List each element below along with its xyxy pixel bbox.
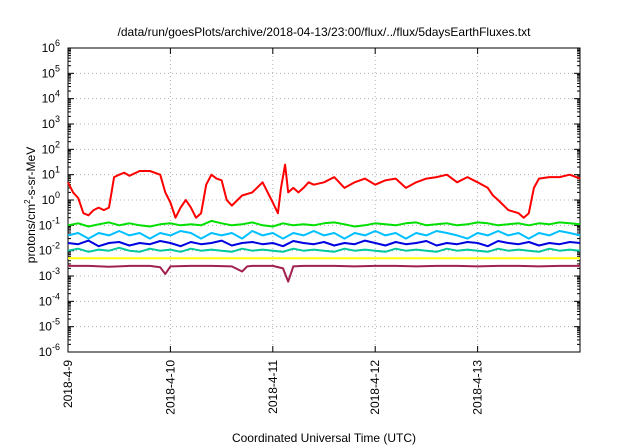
y-tick-label: 104	[42, 89, 60, 106]
y-tick-label: 10-2	[39, 241, 60, 258]
y-tick-exponent: -6	[52, 342, 60, 352]
y-tick-base: 10	[42, 66, 56, 80]
y-tick-label: 10-1	[39, 215, 60, 232]
chart-grid	[67, 47, 580, 353]
y-label-rest: -s-sr-MeV	[24, 147, 38, 200]
y-tick-label: 10-6	[39, 342, 60, 359]
y-tick-base: 10	[39, 244, 53, 258]
y-axis: 10610510410310210110010-110-210-310-410-…	[39, 38, 580, 359]
y-tick-label: 102	[42, 139, 60, 156]
y-tick-base: 10	[42, 92, 56, 106]
x-axis: 2018-4-9 2018-4-10 2018-4-11 2018-4-12 2018-…	[61, 48, 485, 415]
y-axis-label: protons/cm2-s-sr-MeV	[23, 147, 38, 263]
y-tick-exponent: 0	[55, 190, 60, 200]
y-tick-label: 10-5	[39, 317, 60, 334]
series-line-6	[68, 264, 580, 283]
y-tick-exponent: 2	[55, 139, 60, 149]
x-tick-label: 2018-4-11	[266, 360, 280, 414]
series-line-3	[67, 239, 581, 248]
y-tick-base: 10	[39, 345, 53, 359]
y-tick-label: 103	[42, 114, 60, 131]
y-tick-exponent: -1	[52, 215, 60, 225]
series-line-1	[67, 219, 581, 228]
y-label-base: protons/cm	[24, 204, 38, 263]
series-line-0	[67, 163, 581, 219]
y-tick-exponent: 1	[55, 165, 60, 175]
y-tick-base: 10	[42, 142, 56, 156]
series-line-4	[67, 246, 581, 253]
y-tick-base: 10	[39, 294, 53, 308]
y-tick-label: 101	[42, 165, 60, 182]
y-tick-label: 106	[42, 38, 60, 55]
x-tick-label: 2018-4-12	[368, 360, 382, 415]
y-tick-exponent: -5	[52, 317, 60, 327]
x-axis-label: Coordinated Universal Time (UTC)	[232, 431, 416, 445]
y-tick-label: 105	[42, 63, 60, 80]
y-tick-base: 10	[39, 320, 53, 334]
y-tick-base: 10	[42, 168, 56, 182]
y-tick-exponent: 3	[55, 114, 60, 124]
y-tick-exponent: -2	[52, 241, 60, 251]
y-tick-base: 10	[39, 218, 53, 232]
y-tick-exponent: 6	[55, 38, 60, 48]
y-tick-exponent: -4	[52, 291, 60, 301]
series-layer	[67, 163, 581, 283]
x-tick-label: 2018-4-9	[61, 360, 75, 408]
chart-title: /data/run/goesPlots/archive/2018-04-13/2…	[118, 25, 532, 39]
y-tick-label: 10-4	[39, 291, 60, 308]
x-tick-label: 2018-4-13	[471, 360, 485, 415]
y-tick-base: 10	[42, 41, 56, 55]
y-tick-label: 10-3	[39, 266, 60, 283]
y-tick-exponent: 4	[55, 89, 60, 99]
y-tick-exponent: 5	[55, 63, 60, 73]
y-tick-label: 100	[42, 190, 60, 207]
y-label-sup: 2	[23, 199, 32, 204]
x-tick-label: 2018-4-10	[163, 360, 177, 415]
y-tick-exponent: -3	[52, 266, 60, 276]
y-tick-base: 10	[42, 193, 56, 207]
series-line-2	[67, 230, 581, 240]
y-tick-base: 10	[39, 269, 53, 283]
y-tick-base: 10	[42, 117, 56, 131]
